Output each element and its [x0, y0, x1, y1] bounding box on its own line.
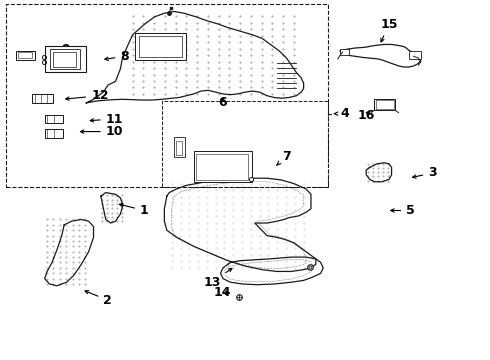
Text: 11: 11: [90, 113, 123, 126]
Text: 12: 12: [66, 89, 109, 102]
Bar: [340, 49, 349, 55]
Bar: [49, 49, 80, 69]
Bar: [32, 94, 53, 103]
Bar: [18, 52, 32, 58]
Bar: [53, 51, 76, 67]
Bar: [194, 151, 252, 182]
Text: 14: 14: [213, 287, 231, 300]
Bar: [135, 33, 186, 60]
Text: 9: 9: [46, 42, 71, 55]
Text: 8: 8: [105, 50, 129, 63]
Bar: [139, 36, 182, 57]
Bar: [16, 50, 35, 59]
Text: 4: 4: [334, 107, 349, 120]
Bar: [196, 154, 248, 180]
Bar: [174, 137, 185, 157]
Bar: [5, 4, 328, 187]
Bar: [374, 99, 395, 110]
Bar: [45, 130, 63, 138]
Bar: [45, 45, 86, 72]
Text: 5: 5: [391, 204, 415, 217]
Bar: [45, 115, 63, 123]
Bar: [409, 51, 421, 59]
Text: 3: 3: [413, 166, 437, 179]
Text: 7: 7: [277, 150, 291, 165]
Text: 6: 6: [219, 96, 227, 109]
Text: 13: 13: [203, 268, 232, 289]
Text: 16: 16: [357, 109, 375, 122]
Bar: [376, 100, 393, 109]
Text: 2: 2: [85, 291, 112, 307]
Text: 1: 1: [120, 203, 148, 217]
Bar: [176, 141, 182, 155]
Text: 10: 10: [80, 125, 123, 138]
Text: 15: 15: [380, 18, 398, 42]
Bar: [162, 101, 328, 187]
